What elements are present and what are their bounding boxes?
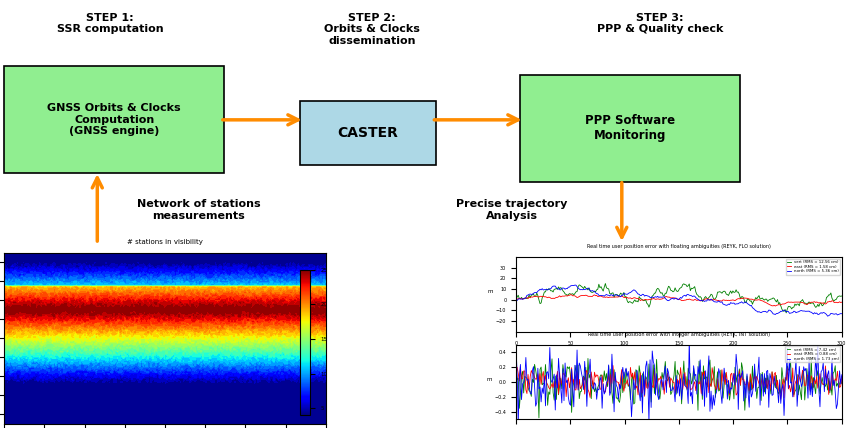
Text: PPP Software
Monitoring: PPP Software Monitoring: [585, 114, 675, 143]
FancyBboxPatch shape: [4, 66, 224, 173]
FancyBboxPatch shape: [300, 101, 436, 165]
Y-axis label: m: m: [487, 289, 493, 294]
Y-axis label: m: m: [486, 377, 492, 382]
Text: Network of stations
measurements: Network of stations measurements: [137, 199, 261, 220]
Text: Precise trajectory
Analysis: Precise trajectory Analysis: [456, 199, 568, 220]
Legend: vert (RMS = 12.56 cm), east (RMS = 1.58 cm), north (RMS = 5.36 cm): vert (RMS = 12.56 cm), east (RMS = 1.58 …: [786, 259, 840, 275]
Text: STEP 2:
Orbits & Clocks
dissemination: STEP 2: Orbits & Clocks dissemination: [324, 13, 420, 46]
Title: Real time user position error with integer ambiguities (REYK, INT solution): Real time user position error with integ…: [588, 332, 770, 337]
Text: STEP 1:
SSR computation: STEP 1: SSR computation: [57, 13, 163, 34]
Title: Real time user position error with floating ambiguities (REYK, FLO solution): Real time user position error with float…: [587, 244, 771, 250]
Legend: vert (RMS = 7.42 cm), east (RMS = 0.88 cm), north (RMS = 1.73 cm): vert (RMS = 7.42 cm), east (RMS = 0.88 c…: [785, 347, 840, 363]
FancyBboxPatch shape: [520, 75, 740, 182]
Title: # stations in visibility: # stations in visibility: [127, 239, 203, 245]
Text: STEP 3:
PPP & Quality check: STEP 3: PPP & Quality check: [596, 13, 723, 34]
Text: GNSS Orbits & Clocks
Computation
(GNSS engine): GNSS Orbits & Clocks Computation (GNSS e…: [47, 103, 181, 137]
Text: CASTER: CASTER: [338, 126, 398, 140]
